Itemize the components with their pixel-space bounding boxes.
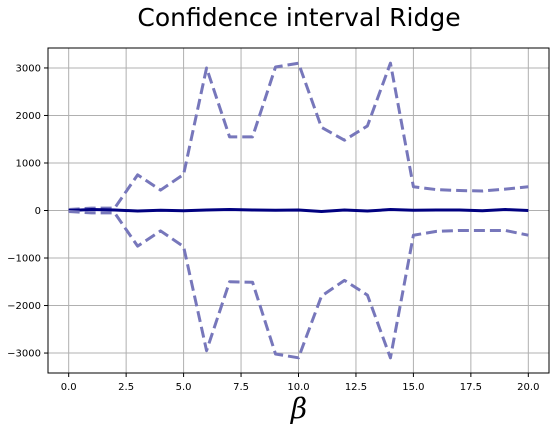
chart-title: Confidence interval Ridge: [137, 3, 460, 32]
y-tick-label: 2000: [16, 111, 41, 122]
lower-bound-line: [68, 209, 529, 360]
y-tick-label: 0: [35, 206, 41, 217]
x-tick-label: 20.0: [517, 382, 539, 393]
x-tick-label: 5.0: [176, 382, 192, 393]
tick-layer: 0.0 2.5 5.0 7.5 10.0 12.5 15.0 17.5 20.0 −3000 −20…: [7, 63, 539, 393]
y-tick-label: 3000: [16, 63, 41, 74]
y-tick-label: −1000: [7, 254, 41, 265]
x-tick-label: 17.5: [460, 382, 482, 393]
x-axis-label: β: [290, 392, 307, 425]
y-tick-label: 1000: [16, 158, 41, 169]
x-tick-label: 12.5: [345, 382, 367, 393]
series-layer: [68, 61, 529, 360]
y-tick-label: −2000: [7, 301, 41, 312]
x-tick-label: 10.0: [287, 382, 309, 393]
x-tick-label: 0.0: [61, 382, 77, 393]
x-tick-label: 2.5: [118, 382, 134, 393]
y-tick-label: −3000: [7, 349, 41, 360]
coefficient-line: [68, 208, 529, 213]
x-tick-label: 7.5: [233, 382, 249, 393]
x-tick-label: 15.0: [402, 382, 424, 393]
